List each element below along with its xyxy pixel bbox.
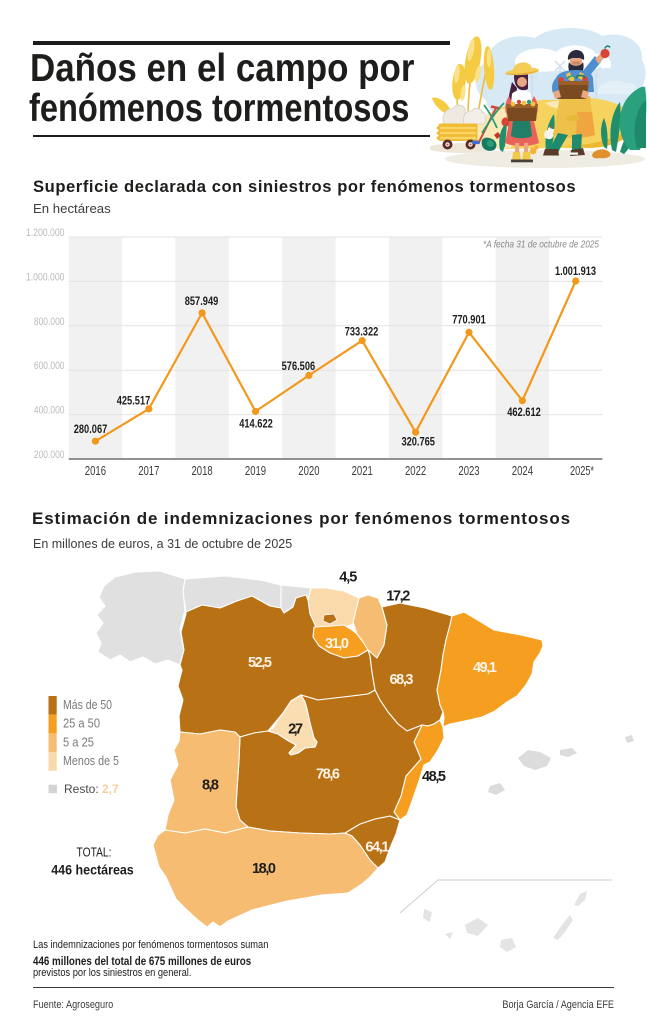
- svg-text:Menos de 5: Menos de 5: [63, 754, 119, 768]
- svg-text:4,5: 4,5: [339, 570, 357, 586]
- svg-text:414.622: 414.622: [239, 417, 273, 431]
- svg-text:2019: 2019: [245, 463, 266, 478]
- svg-text:2023: 2023: [458, 463, 479, 478]
- svg-text:2016: 2016: [85, 463, 106, 478]
- svg-text:25 a 50: 25 a 50: [63, 717, 100, 731]
- svg-text:770.901: 770.901: [452, 313, 486, 327]
- svg-text:2017: 2017: [138, 463, 159, 478]
- svg-text:Resto: 2,7: Resto: 2,7: [64, 782, 119, 796]
- svg-text:Más de 50: Más de 50: [63, 698, 112, 712]
- svg-text:2022: 2022: [405, 463, 426, 478]
- svg-text:2024: 2024: [512, 463, 533, 478]
- svg-text:2,7: 2,7: [288, 722, 303, 738]
- svg-text:200.000: 200.000: [34, 449, 65, 461]
- svg-text:48,5: 48,5: [422, 769, 446, 785]
- svg-text:425.517: 425.517: [117, 394, 151, 408]
- svg-text:49,1: 49,1: [473, 660, 497, 676]
- svg-text:1.200.000: 1.200.000: [26, 227, 65, 239]
- svg-text:TOTAL:: TOTAL:: [77, 846, 112, 860]
- svg-text:400.000: 400.000: [34, 405, 65, 417]
- svg-text:1.000.000: 1.000.000: [26, 271, 65, 283]
- svg-text:800.000: 800.000: [34, 316, 65, 328]
- svg-text:2021: 2021: [352, 463, 373, 478]
- svg-text:*A fecha 31 de octubre de 2025: *A fecha 31 de octubre de 2025: [483, 239, 599, 251]
- svg-text:52,5: 52,5: [248, 655, 272, 671]
- svg-text:5 a 25: 5 a 25: [63, 735, 94, 749]
- svg-text:8,8: 8,8: [202, 778, 219, 794]
- svg-text:462.612: 462.612: [507, 405, 541, 419]
- svg-text:64,1: 64,1: [365, 840, 389, 856]
- svg-text:733.322: 733.322: [345, 325, 379, 339]
- svg-text:320.765: 320.765: [401, 435, 435, 449]
- svg-text:18,0: 18,0: [252, 861, 276, 877]
- svg-text:600.000: 600.000: [34, 360, 65, 372]
- svg-text:2020: 2020: [298, 463, 319, 478]
- svg-text:31,0: 31,0: [325, 636, 349, 652]
- svg-text:1.001.913: 1.001.913: [555, 264, 596, 278]
- svg-text:857.949: 857.949: [185, 294, 219, 308]
- svg-text:576.506: 576.506: [282, 359, 316, 373]
- svg-text:68,3: 68,3: [390, 672, 414, 688]
- svg-text:78,6: 78,6: [316, 767, 340, 783]
- svg-text:446 hectáreas: 446 hectáreas: [51, 863, 134, 878]
- svg-text:2025*: 2025*: [570, 463, 594, 478]
- svg-text:17,2: 17,2: [386, 589, 410, 605]
- svg-text:2018: 2018: [192, 463, 213, 478]
- svg-text:280.067: 280.067: [74, 422, 108, 436]
